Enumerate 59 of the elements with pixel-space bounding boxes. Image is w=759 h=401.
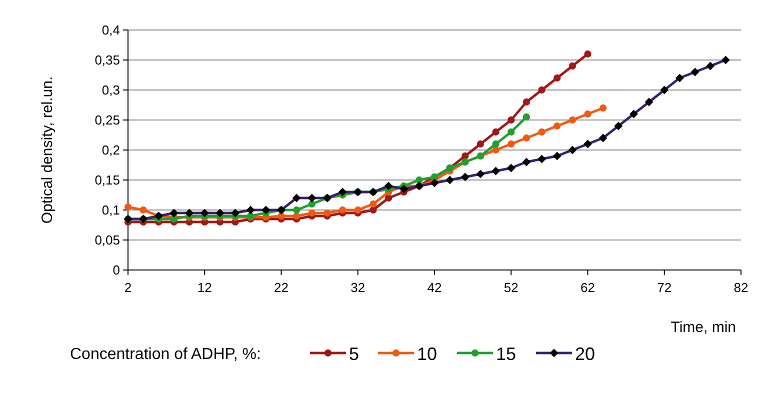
point bbox=[584, 50, 592, 58]
y-tick-label: 0,2 bbox=[102, 142, 120, 158]
legend-label: 15 bbox=[496, 344, 516, 364]
point bbox=[370, 200, 377, 208]
point bbox=[492, 128, 500, 136]
point bbox=[124, 203, 132, 211]
point bbox=[538, 128, 546, 136]
point bbox=[462, 152, 469, 160]
x-tick-label: 52 bbox=[504, 280, 518, 295]
y-tick-label: 0,1 bbox=[102, 202, 120, 218]
y-tick-label: 0,35 bbox=[94, 52, 120, 68]
x-axis-title: Time, min bbox=[670, 319, 736, 336]
x-tick-label: 2 bbox=[124, 280, 132, 295]
point bbox=[354, 206, 362, 214]
point bbox=[492, 146, 500, 154]
y-tick-label: 0,15 bbox=[94, 172, 120, 188]
y-axis-title: Optical density, rel.un. bbox=[39, 76, 56, 224]
point bbox=[476, 140, 484, 148]
point bbox=[492, 140, 500, 148]
point bbox=[599, 104, 607, 112]
point bbox=[568, 62, 576, 70]
x-tick-label: 22 bbox=[274, 280, 288, 295]
point bbox=[292, 212, 300, 220]
point bbox=[370, 206, 377, 214]
y-tick-label: 0,4 bbox=[102, 22, 120, 38]
point bbox=[584, 110, 592, 118]
point bbox=[292, 206, 300, 214]
point bbox=[308, 209, 316, 217]
point bbox=[522, 113, 530, 121]
legend-label: 5 bbox=[349, 344, 360, 364]
legend-label: 10 bbox=[417, 344, 438, 364]
point bbox=[384, 194, 392, 202]
y-tick-label: 0,25 bbox=[94, 112, 120, 128]
point bbox=[522, 98, 530, 106]
point bbox=[278, 212, 285, 220]
point bbox=[508, 116, 515, 124]
point bbox=[338, 206, 346, 214]
x-tick-label: 62 bbox=[580, 280, 595, 295]
point bbox=[416, 176, 423, 184]
point bbox=[554, 74, 561, 82]
point bbox=[568, 116, 576, 124]
point bbox=[554, 122, 561, 130]
point bbox=[308, 200, 316, 208]
point bbox=[140, 206, 147, 214]
x-tick-label: 12 bbox=[197, 280, 212, 295]
x-tick-label: 82 bbox=[734, 280, 748, 295]
point bbox=[324, 209, 331, 217]
point bbox=[508, 140, 515, 148]
x-tick-label: 32 bbox=[350, 280, 366, 295]
point bbox=[538, 86, 546, 94]
legend-title: Concentration of ADHP, %: bbox=[70, 346, 261, 363]
x-tick-label: 42 bbox=[427, 280, 442, 295]
point bbox=[508, 128, 515, 136]
legend-label: 20 bbox=[575, 344, 596, 364]
y-tick-label: 0 bbox=[112, 262, 120, 278]
y-tick-label: 0,05 bbox=[94, 232, 120, 248]
x-tick-label: 72 bbox=[657, 280, 672, 295]
y-tick-label: 0,3 bbox=[102, 82, 120, 98]
point bbox=[522, 134, 530, 142]
